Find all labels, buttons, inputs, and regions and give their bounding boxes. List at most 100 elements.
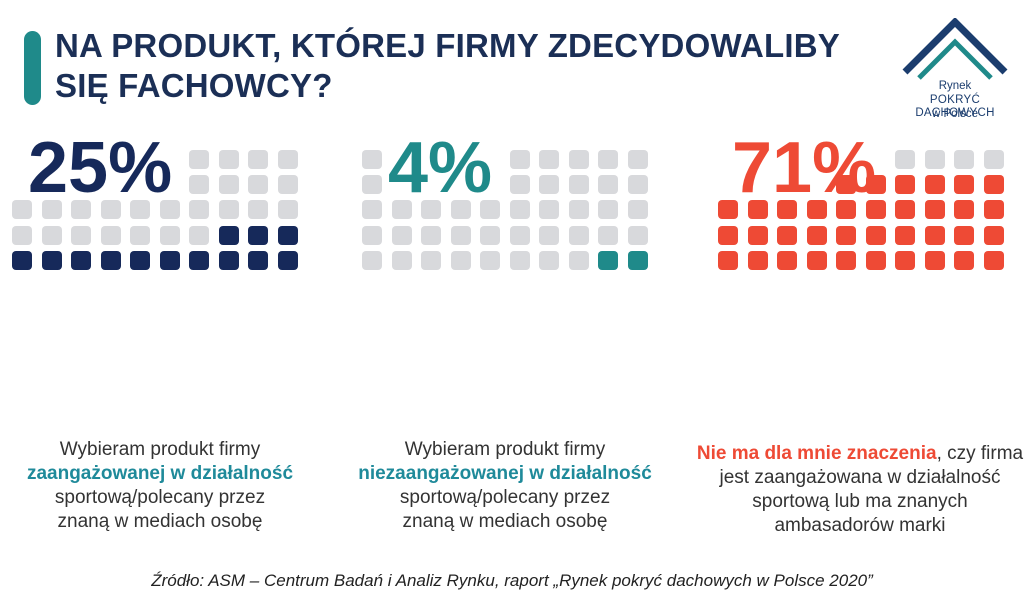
caption-line: sportową lub ma znanych: [752, 491, 968, 512]
waffle-cell-empty: [509, 250, 530, 270]
waffle-cell-empty: [568, 200, 589, 220]
waffle-cell-empty: [391, 250, 412, 270]
waffle-cell-empty: [509, 175, 530, 195]
waffle-cell-filled: [218, 225, 239, 245]
waffle-cell-empty: [539, 175, 559, 195]
waffle-cell-empty: [100, 200, 121, 220]
waffle-cell-filled: [924, 175, 945, 195]
waffle-cell-filled: [41, 250, 62, 270]
waffle-cell-empty: [480, 250, 500, 270]
waffle-cell-empty: [568, 225, 589, 245]
waffle-cell-filled: [248, 250, 268, 270]
waffle-cell-empty: [598, 225, 618, 245]
waffle-cell-empty: [598, 150, 618, 169]
waffle-cell-empty: [598, 200, 618, 220]
waffle-cell-empty: [41, 200, 62, 220]
waffle-cell-filled: [777, 250, 797, 270]
waffle-cell-empty: [539, 250, 559, 270]
waffle-cell-empty: [189, 150, 209, 169]
waffle-cell-empty: [248, 200, 268, 220]
waffle-cell-empty: [248, 175, 268, 195]
waffle-cell-empty: [509, 200, 530, 220]
waffle-cell-empty: [627, 150, 648, 169]
waffle-cell-empty: [218, 150, 239, 169]
percent-label-niezaangazowanej: 4%: [388, 128, 493, 208]
waffle-cell-empty: [568, 250, 589, 270]
waffle-cell-empty: [100, 225, 121, 245]
waffle-cell-filled: [277, 250, 298, 270]
caption-line: Wybieram produkt firmy: [404, 439, 606, 460]
waffle-cell-empty: [627, 200, 648, 220]
waffle-cell-filled: [836, 175, 856, 195]
waffle-cell-filled: [627, 250, 648, 270]
caption-line: sportową/polecany przez: [399, 487, 611, 508]
waffle-cell-filled: [71, 250, 91, 270]
waffle-cell-empty: [218, 200, 239, 220]
waffle-chart-bez-znaczenia: [718, 150, 1008, 425]
waffle-cell-empty: [362, 250, 382, 270]
caption-line: ambasadorów marki: [774, 515, 946, 536]
waffle-cell-filled: [806, 225, 827, 245]
waffle-cell-empty: [362, 175, 382, 195]
waffle-cell-empty: [421, 250, 441, 270]
caption-highlight: Nie ma dla mnie znaczenia: [696, 443, 937, 464]
caption-line: Nie ma dla mnie znaczenia, czy firma: [690, 442, 1024, 466]
waffle-cell-empty: [391, 200, 412, 220]
waffle-cell-empty: [189, 200, 209, 220]
waffle-cell-empty: [568, 150, 589, 169]
caption-highlight: niezaangażowanej w działalność: [358, 463, 652, 484]
waffle-cell-empty: [450, 200, 471, 220]
waffle-cell-empty: [71, 225, 91, 245]
caption-zaangazowanej: Wybieram produkt firmy zaangażowanej w d…: [0, 438, 320, 534]
waffle-cell-empty: [362, 150, 382, 169]
waffle-cell-filled: [895, 200, 915, 220]
roof-logo-icon: [902, 18, 1008, 80]
waffle-cell-empty: [391, 225, 412, 245]
waffle-cell-filled: [895, 225, 915, 245]
waffle-cell-filled: [865, 250, 886, 270]
waffle-cell-empty: [159, 200, 180, 220]
waffle-cell-empty: [218, 175, 239, 195]
waffle-cell-filled: [747, 200, 768, 220]
waffle-cell-empty: [450, 250, 471, 270]
waffle-cell-filled: [836, 200, 856, 220]
waffle-cell-empty: [627, 175, 648, 195]
waffle-cell-filled: [218, 250, 239, 270]
waffle-cell-filled: [100, 250, 121, 270]
waffle-cell-filled: [718, 250, 738, 270]
waffle-cell-filled: [983, 250, 1004, 270]
logo-text-rynek: Rynek: [938, 80, 972, 92]
waffle-cell-filled: [954, 225, 974, 245]
caption-line: jest zaangażowana w działalność: [719, 467, 1001, 488]
waffle-cell-filled: [895, 175, 915, 195]
waffle-cell-filled: [924, 225, 945, 245]
logo-text-pokryc-dachowych: POKRYĆ DACHOWYCH: [915, 94, 995, 119]
waffle-cell-filled: [248, 225, 268, 245]
waffle-cell-filled: [865, 175, 886, 195]
waffle-cell-filled: [777, 200, 797, 220]
waffle-cell-empty: [509, 225, 530, 245]
waffle-cell-empty: [130, 225, 150, 245]
caption-line: znaną w mediach osobę: [57, 511, 263, 532]
percent-label-zaangazowanej: 25%: [28, 128, 173, 208]
waffle-cell-empty: [598, 175, 618, 195]
waffle-cell-empty: [130, 200, 150, 220]
caption-highlight: zaangażowanej w działalność: [26, 463, 294, 484]
waffle-cell-empty: [189, 225, 209, 245]
waffle-cell-filled: [806, 250, 827, 270]
waffle-cell-empty: [568, 175, 589, 195]
waffle-chart-zaangazowanej: [12, 150, 302, 425]
waffle-cell-empty: [277, 150, 298, 169]
waffle-cell-empty: [41, 225, 62, 245]
waffle-cell-filled: [598, 250, 618, 270]
waffle-cell-filled: [836, 225, 856, 245]
caption-line: Wybieram produkt firmy: [59, 439, 261, 460]
waffle-cell-empty: [362, 225, 382, 245]
waffle-cell-empty: [71, 200, 91, 220]
caption-niezaangazowanej: Wybieram produkt firmy niezaangażowanej …: [335, 438, 675, 534]
waffle-cell-filled: [130, 250, 150, 270]
title-accent-bar: [24, 31, 41, 105]
waffle-cell-filled: [924, 250, 945, 270]
caption-line: znaną w mediach osobę: [402, 511, 608, 532]
waffle-cell-filled: [954, 250, 974, 270]
